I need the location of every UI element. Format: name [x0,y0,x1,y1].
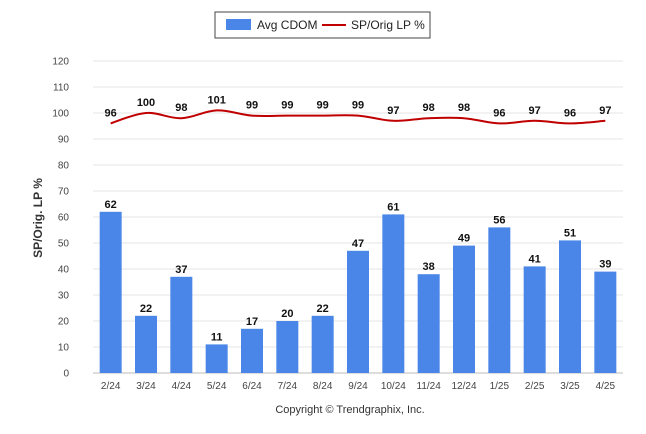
x-tick-label: 3/24 [136,381,156,392]
legend: Avg CDOM SP/Orig LP % [214,11,431,39]
line-labels: 96 100 98 101 99 99 99 99 97 98 98 96 97 96 97 [105,94,612,119]
y-tick-label: 0 [63,369,69,380]
legend-label-line: SP/Orig LP % [351,18,425,32]
bar [170,276,193,373]
y-tick-label: 50 [58,239,70,250]
x-tick-label: 12/24 [451,381,476,392]
x-tick-label: 1/25 [490,381,510,392]
x-tick-label: 10/24 [381,381,406,392]
copyright-text: Copyright © Trendgraphix, Inc. [275,404,424,416]
line-value-label: 97 [529,105,541,117]
line-value-label: 96 [564,107,576,119]
line-value-label: 97 [599,105,611,117]
bar-value-label: 51 [564,227,576,239]
bar-value-label: 49 [458,233,470,245]
x-tick-label: 7/24 [278,381,298,392]
bar-value-label: 61 [387,201,399,213]
bar-labels: 62 22 37 11 17 20 22 47 61 38 49 56 41 51 39 [105,199,612,344]
y-tick-label: 110 [53,83,69,94]
line-value-label: 101 [207,94,225,106]
y-tick-label: 40 [58,265,70,276]
x-tick-label: 2/25 [525,381,545,392]
line-value-label: 99 [317,100,329,112]
y-tick-label: 120 [52,57,69,68]
bar [523,266,546,373]
y-tick-label: 70 [58,187,70,198]
bar-value-label: 22 [140,303,152,315]
bar [347,250,369,373]
y-tick-label: 100 [52,109,69,120]
bar [594,271,617,373]
bar [205,344,228,373]
line-value-label: 98 [423,102,435,114]
bar [135,315,157,373]
line-value-label: 98 [175,102,187,114]
y-tick-label: 10 [58,343,70,354]
line-value-label: 99 [281,100,293,112]
line-value-label: 96 [105,107,117,119]
line-value-label: 96 [493,107,505,119]
x-tick-label: 4/25 [596,381,616,392]
series-line-sp-orig-lp [110,109,606,125]
x-tick-label: 3/25 [560,381,580,392]
legend-swatch-bar [226,19,251,30]
x-tick-label: 6/24 [242,381,262,392]
bar-value-label: 41 [529,253,541,265]
bar-value-label: 39 [599,259,611,271]
bars [99,211,617,373]
bar-value-label: 56 [493,214,505,226]
x-tick-label: 4/24 [172,381,192,392]
bar [311,315,334,373]
x-axis-ticks: 2/24 3/24 4/24 5/24 6/24 7/24 8/24 9/24 10/24 11/… [101,381,616,392]
legend-label-bar: Avg CDOM [257,18,317,32]
x-tick-label: 5/24 [207,381,227,392]
bar-value-label: 17 [246,316,258,328]
bar-value-label: 62 [105,199,117,211]
y-axis-label: SP/Orig. LP % [31,178,45,258]
bar [241,328,263,373]
bar [382,214,405,373]
bar [99,211,122,373]
bar-value-label: 37 [175,264,187,276]
bar-value-label: 20 [281,308,293,320]
bar-value-label: 22 [317,303,329,315]
line-value-label: 98 [458,102,470,114]
line-value-label: 99 [352,100,364,112]
bar [488,227,511,373]
line-value-label: 100 [137,97,155,109]
y-axis-ticks: 0 10 20 30 40 50 60 70 80 90 100 110 120 [52,57,69,380]
x-tick-label: 9/24 [348,381,368,392]
x-tick-label: 11/24 [417,381,442,392]
bar-value-label: 38 [423,261,435,273]
bar [276,321,299,373]
x-tick-label: 2/24 [101,381,121,392]
bar [417,274,440,373]
bar [559,240,581,373]
y-tick-label: 60 [58,213,70,224]
bar-value-label: 47 [352,238,364,250]
line-value-label: 97 [387,105,399,117]
bar-value-label: 11 [211,331,223,343]
x-tick-label: 8/24 [313,381,333,392]
bar [453,245,475,373]
y-tick-label: 20 [58,317,70,328]
line-value-label: 99 [246,100,258,112]
y-tick-label: 80 [58,161,70,172]
y-tick-label: 90 [58,135,70,146]
y-tick-label: 30 [58,291,70,302]
